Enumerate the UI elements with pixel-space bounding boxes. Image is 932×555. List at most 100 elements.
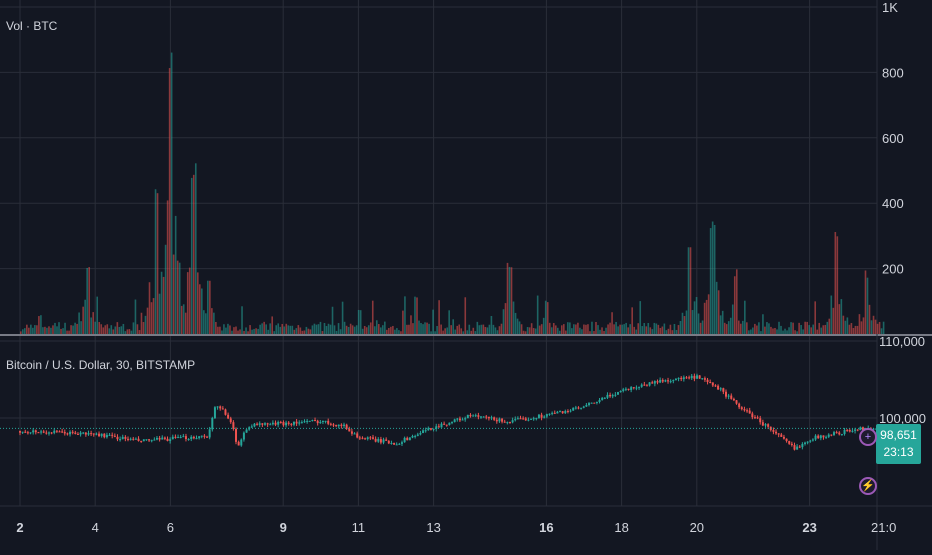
- volume-bar: [524, 331, 527, 334]
- volume-bar: [623, 324, 625, 334]
- volume-bar: [482, 324, 485, 334]
- last-price-label: 98,651 23:13: [876, 424, 921, 464]
- volume-bar: [571, 328, 573, 334]
- candle-body: [303, 421, 306, 423]
- volume-bar: [874, 319, 877, 334]
- candle-body: [324, 420, 327, 422]
- volume-bar: [742, 320, 744, 334]
- candle-body: [419, 432, 422, 435]
- candle-body: [271, 422, 274, 425]
- volume-bar: [104, 325, 107, 334]
- volume-bar: [534, 328, 537, 334]
- volume-bar: [112, 329, 115, 334]
- candle-body: [364, 438, 367, 440]
- volume-bar: [540, 324, 543, 334]
- volume-bar: [492, 324, 495, 334]
- volume-bar: [168, 68, 171, 335]
- volume-bar: [420, 323, 422, 334]
- volume-bar: [343, 321, 346, 334]
- time-axis-tick: 18: [614, 520, 628, 535]
- alert-button[interactable]: ⚡: [859, 477, 877, 495]
- volume-bar: [643, 323, 646, 334]
- volume-bar: [462, 331, 465, 334]
- volume-bar: [400, 331, 402, 334]
- candle-body: [42, 431, 45, 433]
- candle-body: [498, 418, 501, 422]
- candle-body: [693, 375, 696, 379]
- candle-body: [429, 428, 432, 430]
- volume-bar: [806, 321, 808, 334]
- volume-bar: [96, 296, 99, 334]
- volume-bar: [361, 328, 364, 334]
- candle-body: [777, 433, 780, 435]
- volume-bar: [156, 193, 159, 334]
- candle-body: [108, 434, 111, 436]
- volume-bar: [683, 316, 686, 334]
- candle-body: [422, 430, 425, 433]
- volume-bar: [717, 290, 720, 334]
- volume-bar: [760, 331, 762, 334]
- volume-bar: [430, 331, 432, 334]
- volume-bar: [188, 267, 191, 334]
- volume-bar: [756, 325, 758, 334]
- candle-body: [732, 398, 735, 401]
- volume-bar: [876, 323, 879, 334]
- candle-body: [796, 446, 799, 450]
- candle-body: [469, 414, 472, 417]
- volume-legend[interactable]: Vol · BTC: [6, 19, 58, 33]
- volume-bar: [593, 331, 595, 334]
- volume-bar: [305, 326, 308, 334]
- volume-bar: [546, 302, 549, 334]
- volume-bar: [500, 323, 503, 334]
- candle-body: [543, 416, 546, 418]
- volume-bar: [647, 322, 650, 334]
- volume-bar: [864, 270, 867, 334]
- candle-body: [619, 390, 622, 393]
- candle-body: [377, 439, 380, 442]
- candle-body: [174, 436, 177, 438]
- volume-bar: [337, 323, 340, 334]
- add-plus-button[interactable]: +: [859, 428, 877, 446]
- volume-bar: [844, 320, 847, 334]
- candle-body: [332, 424, 335, 426]
- volume-bar: [866, 277, 869, 334]
- candle-body: [477, 415, 480, 417]
- candle-body: [751, 413, 754, 418]
- volume-bar: [406, 324, 408, 334]
- volume-bar: [681, 312, 684, 334]
- volume-bar: [601, 327, 603, 334]
- candle-body: [798, 446, 801, 448]
- candle-body: [224, 409, 227, 415]
- volume-bar: [826, 321, 829, 334]
- candle-body: [340, 424, 343, 426]
- volume-bar: [365, 327, 368, 334]
- volume-bar: [697, 313, 700, 334]
- price-axis-tick: 100,000: [879, 411, 926, 426]
- candle-body: [119, 439, 122, 441]
- volume-bar: [597, 325, 599, 334]
- volume-bar: [780, 325, 782, 334]
- volume-bar: [170, 52, 173, 334]
- volume-bar: [239, 329, 241, 334]
- volume-bar: [434, 331, 436, 334]
- price-legend[interactable]: Bitcoin / U.S. Dollar, 30, BITSTAMP: [6, 358, 196, 372]
- volume-bar: [80, 321, 82, 334]
- volume-bar: [68, 330, 70, 334]
- volume-bar: [213, 312, 215, 334]
- candle-body: [53, 430, 56, 433]
- candle-body: [614, 394, 617, 396]
- volume-bar: [796, 331, 798, 334]
- volume-bar: [295, 328, 298, 334]
- candle-body: [674, 378, 677, 381]
- volume-bar: [355, 325, 358, 334]
- candle-body: [82, 432, 85, 434]
- candle-body: [208, 429, 211, 438]
- volume-bar: [108, 328, 111, 334]
- volume-bar: [834, 232, 837, 334]
- volume-bar: [522, 330, 525, 334]
- volume-bar: [398, 330, 400, 334]
- candle-body: [219, 406, 222, 409]
